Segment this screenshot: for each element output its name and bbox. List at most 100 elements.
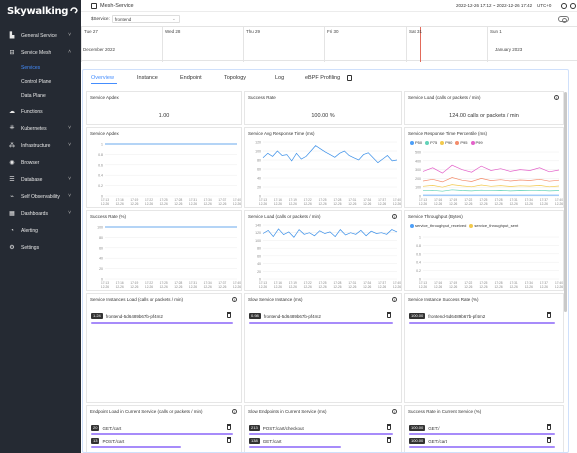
list-item[interactable]: 20 GET:/cart [91, 423, 121, 433]
y-tick-label: 0.8 [416, 244, 421, 248]
service-selector[interactable]: frontend [111, 14, 180, 23]
series-line [262, 145, 398, 164]
x-tick-label: 12-26 [333, 285, 341, 289]
y-tick-label: 140 [255, 224, 261, 228]
sidebar-item-infrastructure[interactable]: ⁂ Infrastructure ˅ [0, 137, 81, 154]
logo[interactable]: Skywalking [0, 0, 81, 22]
y-tick-label: 60 [257, 254, 261, 258]
chevron-down-icon: ˅ [68, 142, 71, 148]
tab-endpoint[interactable]: Endpoint [180, 75, 202, 81]
trash-icon[interactable] [387, 312, 391, 318]
info-icon[interactable]: i [392, 297, 397, 302]
info-icon[interactable]: i [232, 297, 237, 302]
sidebar-item-browser[interactable]: ◉ Browser [0, 154, 81, 171]
sidebar-item-general-service[interactable]: ▙ General Service ˅ [0, 27, 81, 44]
chevron-down-icon: ˅ [68, 125, 71, 131]
settings-icon[interactable] [570, 3, 576, 9]
timeline-day[interactable]: Fri 30 [324, 27, 405, 62]
sidebar-item-label: Settings [21, 244, 40, 251]
timeline-day[interactable]: Sat 31 [406, 27, 487, 62]
x-tick-label: 17:40 [393, 281, 401, 285]
x-tick-label: 17:22 [464, 198, 472, 202]
trash-icon[interactable] [227, 424, 231, 430]
x-tick-label: 12-26 [259, 202, 267, 206]
sidebar-item-kubernetes[interactable]: ⎈ Kubernetes ˅ [0, 120, 81, 137]
y-tick-label: 0.4 [416, 261, 421, 265]
list-item[interactable]: 213 POST:/cart/checkout [249, 423, 304, 433]
tab-instance[interactable]: Instance [137, 75, 158, 81]
trash-icon[interactable] [547, 437, 551, 443]
trash-icon[interactable] [227, 312, 231, 318]
timeline-day[interactable]: Tue 27 [81, 27, 162, 62]
list-item-value: 1.24 [91, 313, 103, 319]
x-tick-label: 12-26 [116, 285, 124, 289]
trash-icon[interactable] [387, 437, 391, 443]
sidebar-item-service-mesh[interactable]: ⊟ Service Mesh ˄ [0, 44, 81, 61]
percentile-chart-card: Service Response Time Percentile (ms) P5… [404, 127, 564, 208]
x-tick-label: 17:34 [204, 281, 212, 285]
y-tick-label: 300 [415, 168, 421, 172]
tab-topology[interactable]: Topology [224, 75, 247, 81]
info-icon[interactable]: i [232, 409, 237, 414]
timeline-day[interactable]: Sun 1 [487, 27, 568, 62]
service-load-card-title: Service Load (calls or packets / min) [408, 95, 481, 100]
instance-success-card: Service Instance Success Rate (%) 100.00… [404, 293, 564, 403]
legend-marker [425, 140, 430, 145]
throughput-chart-card: Service Throughput (Bytes) service_throu… [404, 210, 564, 291]
sidebar-subitem-services[interactable]: Services [21, 65, 41, 71]
y-tick-label: 0 [101, 278, 103, 282]
sidebar-item-self-observability[interactable]: ⌁ Self Observability ˅ [0, 188, 81, 205]
menu-toggle-icon[interactable] [91, 2, 97, 9]
list-item[interactable]: 100.00 GET:/cart [409, 436, 447, 446]
info-icon[interactable]: i [392, 214, 397, 219]
list-item-name: frontend-5d6489b67b-pf4m2 [428, 313, 486, 319]
trash-icon[interactable] [227, 437, 231, 443]
delete-tab-icon[interactable] [347, 75, 352, 81]
timeline[interactable]: December 2022 January 2023 Tue 27 Wed 28 T… [81, 26, 577, 62]
time-range-picker[interactable]: 2022-12-26 17:12 ~ 2022-12-26 17:42 [456, 3, 533, 8]
tab-overview[interactable]: Overview [91, 75, 114, 81]
sidebar-item-functions[interactable]: ☁ Functions [0, 103, 81, 120]
list-item[interactable]: 138 GET:/cart [249, 436, 281, 446]
list-item[interactable]: 100.00 GET:/ [409, 423, 440, 433]
sidebar-item-alerting[interactable]: ◔ Alerting [0, 222, 81, 239]
trash-icon[interactable] [387, 424, 391, 430]
x-tick-label: 12-26 [464, 285, 472, 289]
x-tick-label: 17:19 [449, 198, 457, 202]
tab-ebpf-profiling[interactable]: eBPF Profiling [305, 75, 341, 81]
tab-bar: Overview Instance Endpoint Topology Log eBPF … [83, 70, 568, 86]
sidebar-item-settings[interactable]: ⚙ Settings [0, 239, 81, 256]
y-tick-label: 100 [415, 186, 421, 190]
x-tick-label: 12-26 [218, 202, 226, 206]
legend-label: service_throughput_received [415, 223, 467, 228]
x-tick-label: 12-26 [510, 202, 518, 206]
sidebar-subitem-control-plane[interactable]: Control Plane [21, 79, 52, 85]
list-item[interactable]: 0.98 frontend-5d6489b67b-pf4m2 [249, 311, 321, 321]
logo-swirl-icon [70, 7, 78, 14]
x-tick-label: 17:31 [348, 281, 356, 285]
x-tick-label: 12-26 [348, 202, 356, 206]
info-icon[interactable]: i [554, 95, 559, 100]
scrollbar[interactable] [564, 92, 567, 312]
y-tick-label: 40 [99, 257, 103, 261]
edit-mode-toggle[interactable] [558, 16, 569, 23]
timezone-label: UTC+0 [537, 3, 552, 8]
timeline-day[interactable]: Wed 28 [162, 27, 243, 62]
x-tick-label: 17:31 [510, 198, 518, 202]
info-icon[interactable]: i [392, 409, 397, 414]
refresh-icon[interactable] [561, 3, 567, 9]
list-item[interactable]: 13 POST:/cart [91, 436, 124, 446]
timeline-day[interactable]: Thu 29 [243, 27, 324, 62]
mesh-icon: ⊟ [9, 50, 15, 56]
sidebar-item-database[interactable]: ☰ Database ˅ [0, 171, 81, 188]
sidebar-item-dashboards[interactable]: ▦ Dashboards ˅ [0, 205, 81, 222]
list-item[interactable]: 1.24 frontend-5d6489b67b-pf4m2 [91, 311, 163, 321]
sidebar-subitem-data-plane[interactable]: Data Plane [21, 93, 46, 99]
sidebar-item-label: Kubernetes [21, 125, 47, 132]
y-tick-label: 0.2 [98, 184, 103, 188]
x-tick-label: 17:34 [525, 281, 533, 285]
tab-log[interactable]: Log [275, 75, 285, 81]
trash-icon[interactable] [547, 424, 551, 430]
trash-icon[interactable] [547, 312, 551, 318]
list-item[interactable]: 100.00 frontend-5d6489b67b-pf4m2 [409, 311, 485, 321]
